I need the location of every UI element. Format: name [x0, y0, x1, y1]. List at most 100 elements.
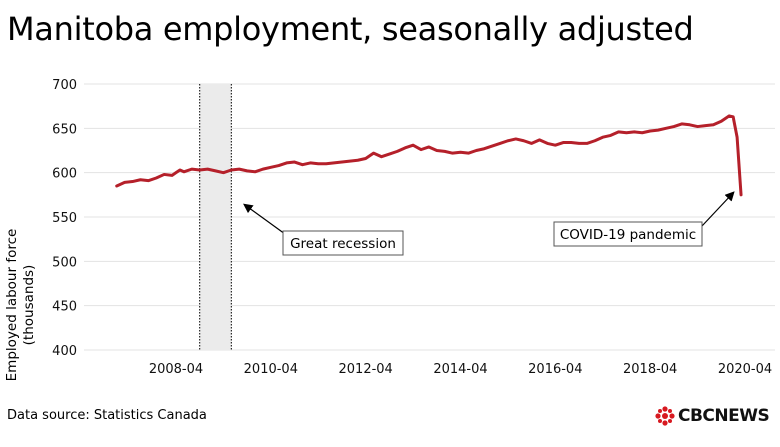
data-point [546, 142, 549, 145]
y-tick-label: 400 [52, 344, 77, 359]
data-point [230, 169, 233, 171]
data-point [198, 169, 201, 171]
data-point [562, 141, 565, 144]
data-point [499, 142, 501, 145]
data-point [262, 168, 264, 170]
data-point [712, 123, 715, 126]
data-point [179, 169, 181, 171]
data-point [594, 139, 596, 142]
data-point [222, 171, 225, 174]
x-tick-label: 2008-04 [149, 362, 203, 377]
data-point [404, 147, 406, 149]
data-point [736, 136, 738, 138]
data-point [732, 116, 734, 118]
data-point [191, 168, 193, 170]
data-point [349, 160, 351, 162]
logo-text: CBCNEWS [678, 406, 770, 426]
data-point [641, 131, 644, 134]
data-point [206, 168, 209, 170]
data-point [728, 115, 730, 117]
data-point [293, 161, 296, 163]
data-point [530, 142, 533, 145]
cbc-gem-icon [655, 406, 675, 426]
data-point [570, 141, 572, 144]
data-point [317, 163, 320, 165]
grid-lines [84, 83, 775, 351]
data-point [175, 171, 177, 174]
data-point [578, 142, 580, 145]
covid-label: COVID-19 pandemic [560, 227, 696, 243]
y-tick-label: 600 [52, 167, 77, 182]
y-tick-label: 700 [52, 78, 77, 93]
data-point [372, 152, 375, 154]
great-recession-arrow [243, 203, 286, 235]
data-point [507, 139, 509, 142]
data-point [246, 170, 248, 172]
data-point [309, 162, 312, 164]
covid-arrow [701, 191, 735, 227]
data-point [657, 129, 659, 131]
y-tick-label: 550 [52, 211, 77, 226]
y-tick-label: 500 [52, 255, 77, 270]
recession-shade-layer [199, 84, 232, 350]
data-point [688, 123, 691, 126]
data-point [277, 164, 280, 167]
data-point [475, 149, 478, 152]
page-title: Manitoba employment, seasonally adjusted [7, 10, 694, 48]
data-point [443, 150, 446, 153]
data-point [586, 142, 588, 145]
data-point [214, 170, 217, 172]
axis-tick-labels: 400 450 500 550 600 650 700 2008-04 2010-04 2012-… [52, 78, 772, 377]
data-point [601, 136, 604, 138]
data-point [617, 131, 620, 133]
data-point [451, 152, 454, 154]
data-point [325, 163, 327, 165]
data-point [428, 146, 430, 148]
data-point [285, 162, 288, 164]
data-point [412, 144, 414, 146]
data-point [673, 125, 675, 128]
data-point [301, 163, 304, 166]
data-point [467, 152, 470, 154]
data-point [364, 157, 367, 160]
data-point [665, 127, 667, 130]
data-point [270, 166, 272, 169]
data-source: Data source: Statistics Canada [7, 408, 207, 423]
series-layer [115, 114, 743, 197]
y-tick-label: 650 [52, 122, 77, 137]
data-point [483, 147, 486, 150]
data-point [696, 125, 699, 128]
data-point [163, 173, 165, 176]
data-point [380, 155, 383, 158]
data-point [333, 162, 335, 164]
x-tick-label: 2014-04 [433, 362, 487, 377]
data-point [459, 151, 462, 154]
data-point [171, 174, 173, 177]
data-point [720, 120, 723, 123]
data-point [115, 185, 118, 187]
great-recession-box [282, 230, 404, 256]
data-point [649, 130, 651, 132]
data-point [147, 179, 150, 182]
data-point [238, 168, 241, 170]
covid-box [553, 221, 703, 247]
cbc-news-logo: CBCNEWS [655, 405, 770, 427]
recession-shade [199, 84, 232, 350]
data-point [356, 159, 359, 162]
y-tick-label: 450 [52, 300, 77, 315]
x-tick-label: 2010-04 [244, 362, 298, 377]
data-point [740, 194, 742, 196]
data-point [538, 139, 541, 141]
data-point [704, 124, 707, 127]
data-point [139, 178, 142, 181]
data-point [522, 139, 525, 142]
data-point [396, 150, 399, 153]
data-point [633, 131, 636, 133]
data-point [131, 180, 134, 183]
data-point [515, 138, 517, 140]
data-point [609, 134, 612, 137]
data-point [554, 144, 557, 146]
data-point [491, 145, 493, 147]
data-point [435, 149, 438, 152]
